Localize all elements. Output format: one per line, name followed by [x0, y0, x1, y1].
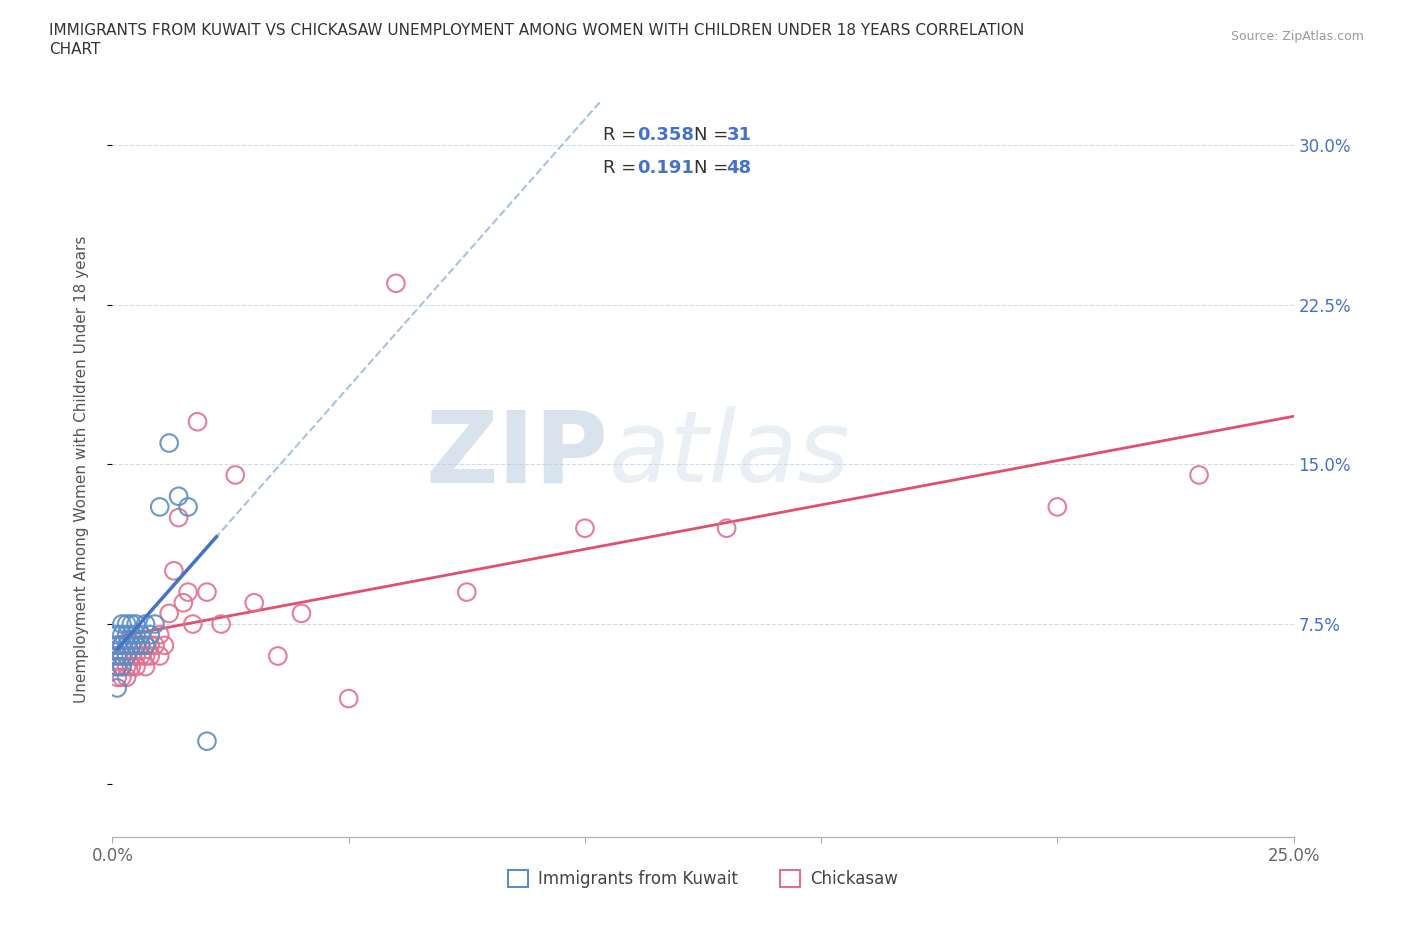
Point [139, 648, 162, 663]
Text: Source: ZipAtlas.com: Source: ZipAtlas.com [1230, 30, 1364, 43]
Point [111, 659, 134, 674]
Point [111, 670, 134, 684]
Point [129, 648, 152, 663]
Point [135, 638, 157, 653]
Point [129, 638, 152, 653]
Point [120, 617, 142, 631]
Point [139, 627, 162, 642]
Point [105, 638, 128, 653]
Text: 48: 48 [727, 159, 752, 178]
Point [167, 489, 190, 504]
Point [243, 595, 266, 610]
Point [149, 648, 172, 663]
Text: 31: 31 [727, 126, 752, 144]
Point [153, 638, 176, 653]
Text: 0.358: 0.358 [637, 126, 695, 144]
Point [125, 648, 148, 663]
Text: N =: N = [693, 126, 734, 144]
Point [120, 659, 142, 674]
Point [149, 499, 172, 514]
Point [157, 606, 180, 621]
Point [111, 638, 134, 653]
Point [195, 585, 218, 600]
Text: 0.191: 0.191 [637, 159, 693, 178]
Point [105, 670, 128, 684]
Point [115, 670, 138, 684]
Point [574, 521, 596, 536]
Point [129, 627, 152, 642]
Point [111, 648, 134, 663]
Point [139, 638, 162, 653]
Point [115, 617, 138, 631]
Point [209, 617, 232, 631]
Point [111, 617, 134, 631]
Point [120, 627, 142, 642]
Point [172, 595, 194, 610]
Point [125, 627, 148, 642]
Point [125, 617, 148, 631]
Point [125, 638, 148, 653]
Point [135, 659, 157, 674]
Point [125, 638, 148, 653]
Point [177, 585, 200, 600]
Point [111, 627, 134, 642]
Point [337, 691, 360, 706]
Point [115, 648, 138, 663]
Point [186, 414, 208, 429]
Point [111, 648, 134, 663]
Point [163, 564, 186, 578]
Point [290, 606, 312, 621]
Point [120, 638, 142, 653]
Point [181, 617, 204, 631]
Point [224, 468, 246, 483]
Point [105, 638, 128, 653]
Point [105, 627, 128, 642]
Text: IMMIGRANTS FROM KUWAIT VS CHICKASAW UNEMPLOYMENT AMONG WOMEN WITH CHILDREN UNDER: IMMIGRANTS FROM KUWAIT VS CHICKASAW UNEM… [49, 23, 1025, 38]
Point [120, 648, 142, 663]
Legend: Immigrants from Kuwait, Chickasaw: Immigrants from Kuwait, Chickasaw [502, 863, 904, 895]
Point [1188, 468, 1211, 483]
Point [111, 638, 134, 653]
Y-axis label: Unemployment Among Women with Children Under 18 years: Unemployment Among Women with Children U… [75, 236, 89, 703]
Text: CHART: CHART [49, 42, 101, 57]
Text: atlas: atlas [609, 406, 851, 503]
Point [115, 648, 138, 663]
Point [115, 638, 138, 653]
Point [149, 627, 172, 642]
Point [716, 521, 738, 536]
Point [135, 648, 157, 663]
Point [105, 659, 128, 674]
Point [125, 659, 148, 674]
Point [115, 659, 138, 674]
Point [143, 638, 166, 653]
Text: ZIP: ZIP [426, 406, 609, 503]
Text: R =: R = [603, 126, 641, 144]
Point [105, 659, 128, 674]
Point [143, 617, 166, 631]
Point [167, 511, 190, 525]
Point [195, 734, 218, 749]
Text: N =: N = [693, 159, 734, 178]
Point [456, 585, 478, 600]
Point [105, 681, 128, 696]
Point [135, 617, 157, 631]
Point [267, 648, 290, 663]
Point [177, 499, 200, 514]
Text: R =: R = [603, 159, 641, 178]
Point [120, 638, 142, 653]
Point [135, 638, 157, 653]
Point [129, 638, 152, 653]
Point [105, 648, 128, 663]
Point [385, 276, 408, 291]
Point [105, 648, 128, 663]
Point [111, 659, 134, 674]
Point [1046, 499, 1069, 514]
Point [115, 627, 138, 642]
Point [157, 435, 180, 450]
